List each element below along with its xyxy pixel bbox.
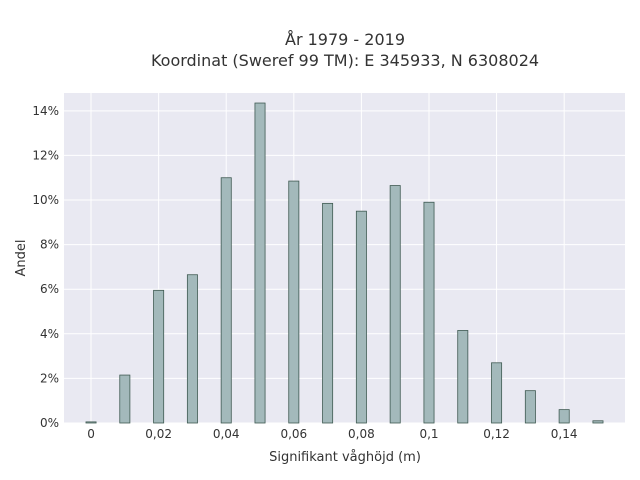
histogram-bar xyxy=(558,409,570,424)
chart-title-line1: År 1979 - 2019 xyxy=(285,30,405,49)
histogram-bar xyxy=(423,201,435,424)
histogram-bar xyxy=(254,102,266,424)
y-axis-label: Andel xyxy=(14,240,29,277)
y-tick-label: 14% xyxy=(32,104,59,118)
x-tick-label: 0 xyxy=(87,427,95,441)
histogram-bar xyxy=(153,289,165,424)
y-tick-label: 10% xyxy=(32,193,59,207)
histogram-bar xyxy=(186,274,198,424)
x-tick-label: 0,08 xyxy=(348,427,375,441)
histogram-bar xyxy=(524,390,536,424)
y-tick-label: 4% xyxy=(40,327,59,341)
x-axis-label: Signifikant våghöjd (m) xyxy=(269,450,421,465)
histogram-bar xyxy=(592,420,604,424)
y-tick-label: 8% xyxy=(40,238,59,252)
histogram-bar xyxy=(355,210,367,424)
histogram-bar xyxy=(389,185,401,424)
y-tick-label: 0% xyxy=(40,416,59,430)
histogram-bar xyxy=(457,330,469,424)
plot-background xyxy=(64,93,625,423)
y-tick-label: 6% xyxy=(40,282,59,296)
bars xyxy=(85,102,604,424)
y-tick-labels: 0% 2% 4% 6% 8% 10% 12% 14% xyxy=(32,104,59,430)
histogram-bar xyxy=(220,177,232,424)
histogram-bar xyxy=(119,374,131,424)
x-tick-label: 0,14 xyxy=(551,427,578,441)
chart-title-line2: Koordinat (Sweref 99 TM): E 345933, N 63… xyxy=(151,51,539,70)
histogram-bar xyxy=(322,202,334,424)
y-tick-label: 2% xyxy=(40,371,59,385)
y-tick-label: 12% xyxy=(32,148,59,162)
x-tick-label: 0,02 xyxy=(145,427,172,441)
histogram-bar xyxy=(288,180,300,424)
x-tick-label: 0,12 xyxy=(483,427,510,441)
x-tick-label: 0,06 xyxy=(280,427,307,441)
x-tick-label: 0,1 xyxy=(419,427,438,441)
histogram-bar xyxy=(491,362,503,424)
x-tick-label: 0,04 xyxy=(213,427,240,441)
x-tick-labels: 0 0,02 0,04 0,06 0,08 0,1 0,12 0,14 xyxy=(87,427,577,441)
histogram-bar xyxy=(85,421,97,424)
